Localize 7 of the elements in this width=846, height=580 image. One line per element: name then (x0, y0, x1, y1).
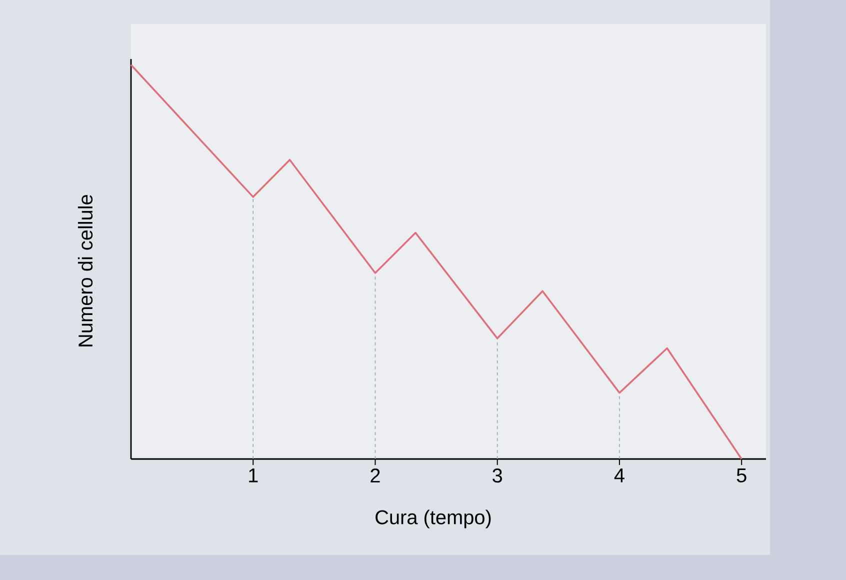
x-tick-label: 5 (736, 468, 746, 482)
x-axis-title: Cura (tempo) (376, 510, 491, 528)
x-tick-label: 1 (249, 468, 258, 482)
x-tick-label: 2 (370, 468, 380, 482)
x-tick-label: 4 (614, 468, 624, 482)
y-axis-title: Numero di cellule (78, 194, 93, 346)
x-tick-label: 3 (492, 468, 502, 483)
